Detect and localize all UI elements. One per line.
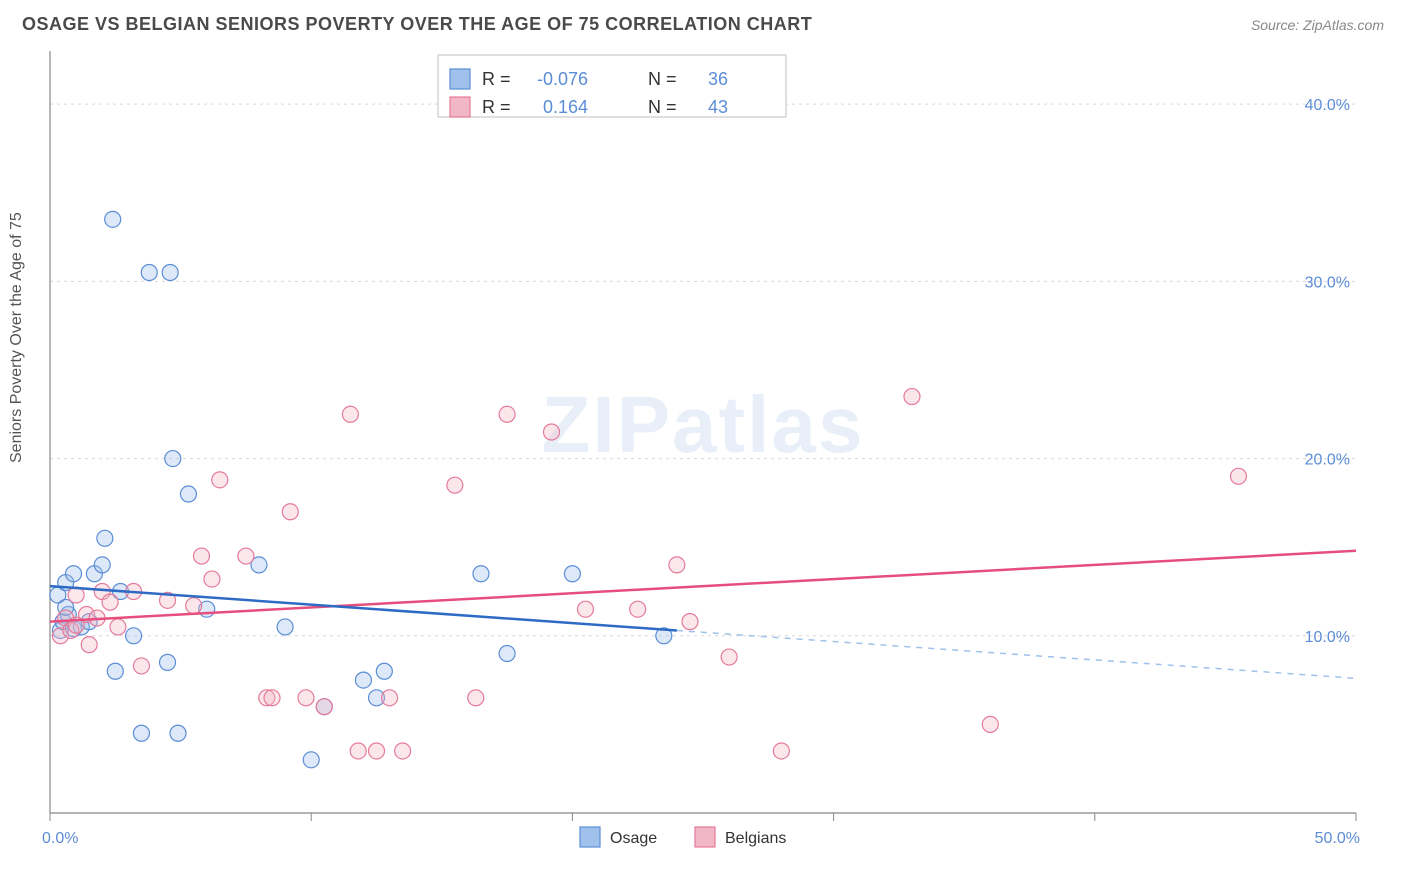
x-tick-label: 0.0% [42, 830, 78, 847]
y-tick-label: 20.0% [1305, 452, 1350, 469]
y-tick-label: 10.0% [1305, 629, 1350, 646]
data-point [238, 548, 254, 564]
stats-n-label: N = [648, 69, 677, 89]
data-point [180, 486, 196, 502]
stats-r-label: R = [482, 97, 511, 117]
legend-swatch [695, 827, 715, 847]
trend-line-osage-extrapolated [677, 630, 1356, 678]
watermark: ZIPatlas [542, 380, 865, 469]
data-point [355, 672, 371, 688]
data-point [133, 725, 149, 741]
data-point [395, 743, 411, 759]
data-point [382, 690, 398, 706]
data-point [473, 566, 489, 582]
source-attribution: Source: ZipAtlas.com [1251, 17, 1384, 33]
data-point [126, 628, 142, 644]
data-point [162, 265, 178, 281]
data-point [264, 690, 280, 706]
data-point [499, 646, 515, 662]
data-point [564, 566, 580, 582]
legend-swatch [450, 97, 470, 117]
data-point [721, 649, 737, 665]
data-point [499, 406, 515, 422]
data-point [682, 614, 698, 630]
data-point [204, 571, 220, 587]
x-tick-label: 50.0% [1315, 830, 1360, 847]
data-point [277, 619, 293, 635]
stats-r-value: 0.164 [543, 97, 588, 117]
data-point [669, 557, 685, 573]
data-point [102, 594, 118, 610]
data-point [186, 598, 202, 614]
data-point [630, 601, 646, 617]
stats-r-value: -0.076 [537, 69, 588, 89]
data-point [350, 743, 366, 759]
data-point [105, 211, 121, 227]
stats-n-value: 43 [708, 97, 728, 117]
data-point [468, 690, 484, 706]
data-point [165, 451, 181, 467]
data-point [97, 530, 113, 546]
chart-title: OSAGE VS BELGIAN SENIORS POVERTY OVER TH… [22, 14, 812, 35]
data-point [94, 557, 110, 573]
stats-n-value: 36 [708, 69, 728, 89]
data-point [904, 389, 920, 405]
legend-swatch [580, 827, 600, 847]
data-point [342, 406, 358, 422]
scatter-plot-svg: 10.0% 20.0% 30.0% 40.0% 0.0% 50.0% ZIPatlas R =… [0, 43, 1406, 883]
data-point [160, 654, 176, 670]
data-point [447, 477, 463, 493]
data-point [303, 752, 319, 768]
data-point [110, 619, 126, 635]
legend-label: Osage [610, 830, 657, 847]
data-point [193, 548, 209, 564]
data-point [544, 424, 560, 440]
data-point [316, 699, 332, 715]
legend-swatch [450, 69, 470, 89]
stats-r-label: R = [482, 69, 511, 89]
data-point [212, 472, 228, 488]
data-point [577, 601, 593, 617]
data-point [376, 663, 392, 679]
y-tick-label: 40.0% [1305, 97, 1350, 114]
data-point [107, 663, 123, 679]
data-point [81, 637, 97, 653]
chart-area: Seniors Poverty Over the Age of 75 10.0%… [0, 43, 1406, 883]
data-point [298, 690, 314, 706]
data-point [773, 743, 789, 759]
data-point [1230, 468, 1246, 484]
data-point [369, 743, 385, 759]
data-point [133, 658, 149, 674]
data-point [141, 265, 157, 281]
data-point [170, 725, 186, 741]
data-point [982, 716, 998, 732]
data-point [282, 504, 298, 520]
legend-label: Belgians [725, 830, 786, 847]
data-point [66, 566, 82, 582]
y-tick-label: 30.0% [1305, 274, 1350, 291]
stats-n-label: N = [648, 97, 677, 117]
